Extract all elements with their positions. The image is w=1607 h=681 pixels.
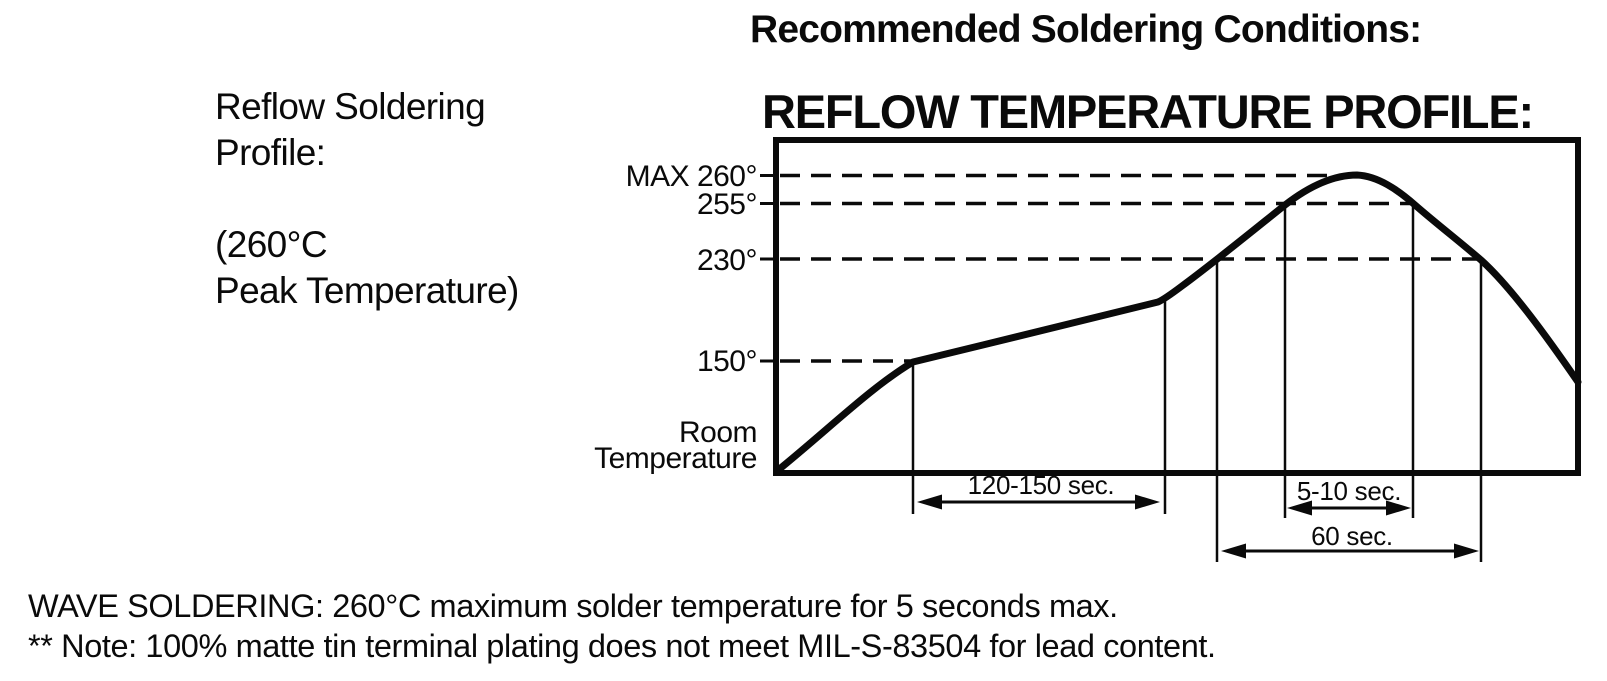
matte-tin-note: ** Note: 100% matte tin terminal plating… xyxy=(28,628,1216,664)
y-label-150: 150° xyxy=(697,345,757,378)
chart-title: REFLOW TEMPERATURE PROFILE: xyxy=(762,85,1534,138)
caption-line-3: (260°C xyxy=(215,224,328,265)
plot-border xyxy=(773,137,1581,476)
y-label-max-260: MAX 260° xyxy=(626,160,757,193)
duration-label-above-230: 60 sec. xyxy=(1311,521,1393,551)
y-label-temperature: Temperature xyxy=(594,442,757,475)
duration-label-above-255: 5-10 sec. xyxy=(1297,476,1401,506)
y-label-230: 230° xyxy=(697,244,757,277)
page-title: Recommended Soldering Conditions: xyxy=(750,8,1422,51)
duration-label-preheat: 120-150 sec. xyxy=(968,470,1115,500)
caption-line-4: Peak Temperature) xyxy=(215,270,519,311)
caption-line-1: Reflow Soldering xyxy=(215,86,486,127)
arrow-above-255-duration xyxy=(1287,500,1411,516)
arrow-above-230-duration xyxy=(1221,543,1479,559)
arrow-preheat-duration xyxy=(917,494,1160,510)
temperature-profile-curve xyxy=(773,171,1582,475)
caption-line-2: Profile: xyxy=(215,132,326,173)
y-axis-ticks xyxy=(760,174,778,363)
wave-soldering-note: WAVE SOLDERING: 260°C maximum solder tem… xyxy=(28,588,1118,624)
y-label-255: 255° xyxy=(697,188,757,221)
footer-notes: WAVE SOLDERING: 260°C maximum solder tem… xyxy=(28,586,1216,666)
reflow-caption: Reflow Soldering Profile: (260°C Peak Te… xyxy=(215,84,519,314)
y-label-room: Room xyxy=(679,416,757,449)
